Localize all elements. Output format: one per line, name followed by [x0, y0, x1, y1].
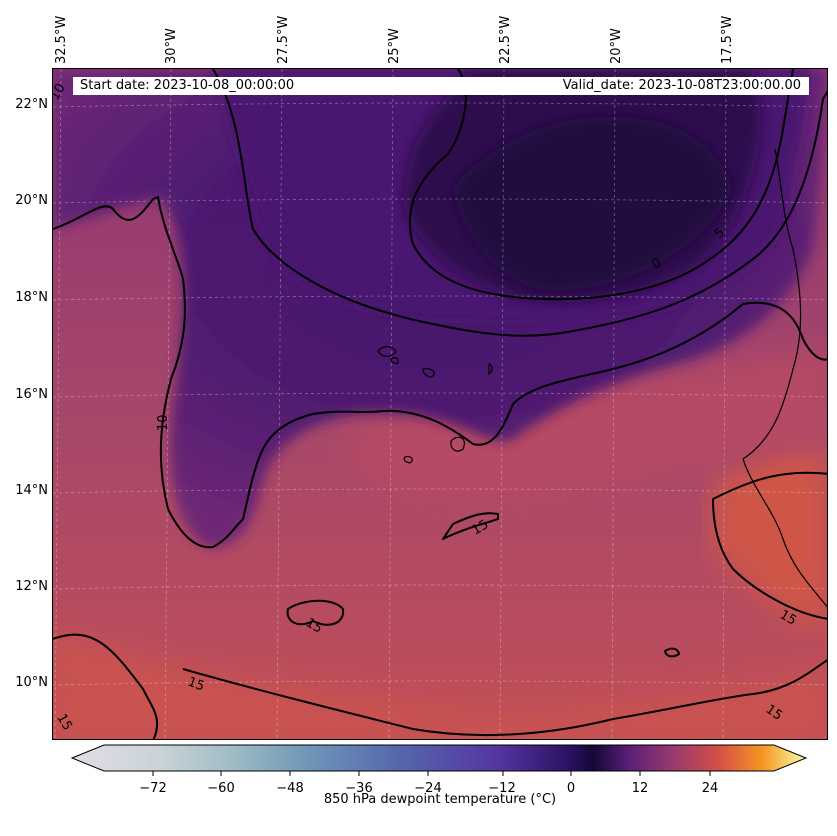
- lat-label: 16°N: [15, 387, 48, 402]
- lat-label: 22°N: [15, 97, 48, 112]
- cape-verde-north: [377, 346, 397, 357]
- lon-label: 32.5°W: [54, 15, 69, 64]
- contour-label-15-south: 15: [186, 675, 207, 695]
- contour-15-island: [442, 512, 499, 540]
- dry-core-deep: [453, 116, 733, 291]
- coastlines: [377, 148, 827, 608]
- map-frame[interactable]: 10 0 5 10 15 15 15 15 15 15 Start date: …: [52, 68, 828, 740]
- lat-label: 20°N: [15, 193, 48, 208]
- lat-label: 12°N: [15, 579, 48, 594]
- lat-label: 14°N: [15, 483, 48, 498]
- contour-label-15-blob: 15: [303, 615, 325, 636]
- island-6: [403, 455, 413, 464]
- contour-15-bottom: [182, 659, 827, 737]
- colorbar-tick: −72: [139, 781, 167, 796]
- island-5: [450, 436, 465, 452]
- lon-label: 20°W: [609, 28, 624, 64]
- colorbar-tick: 0: [566, 781, 576, 796]
- colorbar: [70, 744, 808, 776]
- contour-5: [212, 69, 827, 337]
- start-date: Start date: 2023-10-08_00:00:00: [80, 78, 295, 93]
- contour-label-15-east: 15: [777, 607, 799, 628]
- contour-label-15-corner: 15: [54, 712, 75, 734]
- colorbar-tick: 12: [631, 781, 649, 796]
- contour-10-west: [53, 196, 827, 549]
- contour-15-blob: [286, 599, 345, 626]
- lat-label: 10°N: [15, 675, 48, 690]
- colorbar-ticks: [152, 771, 711, 776]
- valid-date: Valid_date: 2023-10-08T23:00:00.00: [562, 78, 801, 93]
- colorbar-tick: −48: [276, 781, 304, 796]
- colorbar-tick: −12: [488, 781, 516, 796]
- contour-15-south: [53, 633, 159, 739]
- lon-label: 27.5°W: [276, 15, 291, 64]
- african-coast: [742, 148, 802, 460]
- island-2: [390, 357, 399, 364]
- contour-0: [408, 69, 794, 301]
- island-3: [422, 368, 435, 378]
- contour-lines: [53, 69, 827, 739]
- contour-label-ten: 10: [156, 414, 171, 431]
- lon-label: 25°W: [387, 28, 402, 64]
- dewpoint-map: 10 0 5 10 15 15 15 15 15 15: [53, 69, 827, 739]
- warm-band: [53, 629, 827, 739]
- island-4: [488, 363, 493, 375]
- lat-label: 18°N: [15, 290, 48, 305]
- lon-label: 22.5°W: [498, 15, 513, 64]
- colorbar-label: 850 hPa dewpoint temperature (°C): [323, 792, 557, 807]
- african-coast-south: [742, 458, 827, 608]
- contour-15-blob2: [664, 647, 680, 658]
- contour-15-east: [712, 471, 827, 620]
- warm-east: [713, 445, 827, 629]
- date-banner: Start date: 2023-10-08_00:00:00 Valid_da…: [73, 77, 809, 95]
- lon-label: 17.5°W: [720, 15, 735, 64]
- colorbar-tick: −36: [345, 781, 373, 796]
- warm-mid: [353, 349, 827, 500]
- contour-label-15-mid: 15: [470, 517, 492, 538]
- colorbar-tick: −60: [207, 781, 235, 796]
- colorbar-tick: −24: [414, 781, 442, 796]
- colorbar-body: [70, 744, 808, 772]
- colorbar-tick: 24: [701, 781, 719, 796]
- lon-label: 30°W: [164, 28, 179, 64]
